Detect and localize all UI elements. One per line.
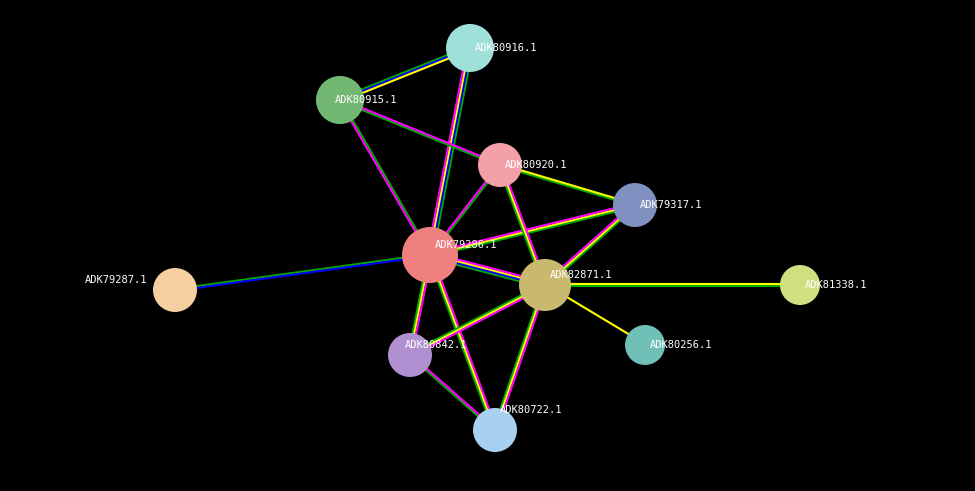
Circle shape xyxy=(625,325,665,365)
Text: ADK80916.1: ADK80916.1 xyxy=(475,43,537,53)
Text: ADK80722.1: ADK80722.1 xyxy=(500,405,563,415)
Circle shape xyxy=(446,24,494,72)
Text: ADK79317.1: ADK79317.1 xyxy=(640,200,703,210)
Text: ADK79287.1: ADK79287.1 xyxy=(85,275,147,285)
Circle shape xyxy=(473,408,517,452)
Circle shape xyxy=(780,265,820,305)
Circle shape xyxy=(316,76,364,124)
Text: ADK80256.1: ADK80256.1 xyxy=(650,340,713,350)
Text: ADK82871.1: ADK82871.1 xyxy=(550,270,612,280)
Circle shape xyxy=(478,143,522,187)
Text: ADK80842.1: ADK80842.1 xyxy=(405,340,467,350)
Circle shape xyxy=(153,268,197,312)
Circle shape xyxy=(519,259,571,311)
Text: ADK79286.1: ADK79286.1 xyxy=(435,240,497,250)
Text: ADK80920.1: ADK80920.1 xyxy=(505,160,567,170)
Text: ADK81338.1: ADK81338.1 xyxy=(805,280,868,290)
Circle shape xyxy=(388,333,432,377)
Text: ADK80915.1: ADK80915.1 xyxy=(335,95,398,105)
Circle shape xyxy=(402,227,458,283)
Circle shape xyxy=(613,183,657,227)
